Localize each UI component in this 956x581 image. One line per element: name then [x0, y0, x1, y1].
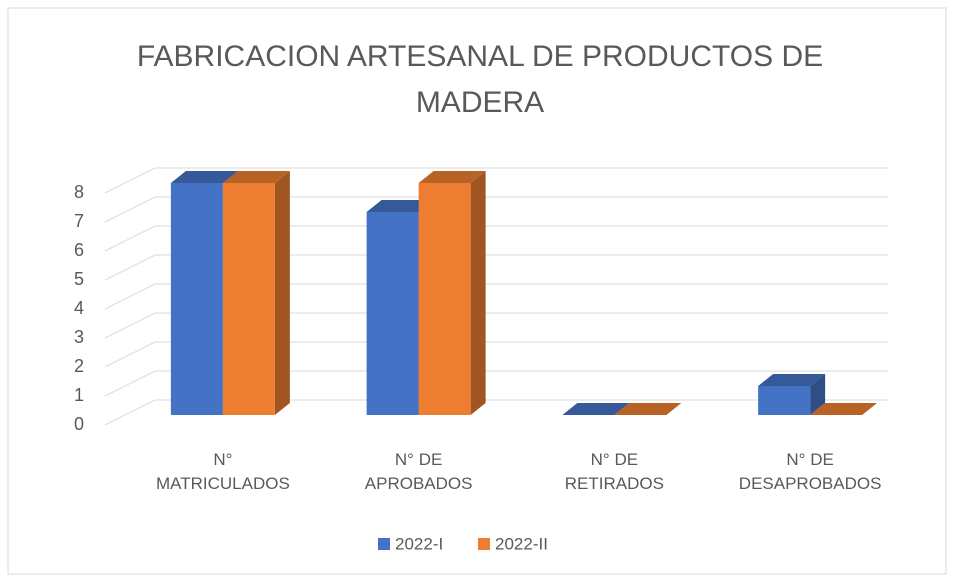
bar-top: [810, 403, 878, 415]
y-tick-label: 3: [74, 327, 84, 347]
y-tick-label: 4: [74, 298, 84, 318]
grid-line: [104, 399, 888, 426]
grid-line: [104, 341, 888, 368]
bar-side: [470, 171, 486, 415]
y-tick-label: 7: [74, 211, 84, 231]
x-tick-label: N° DE DESAPROBADOS: [738, 450, 882, 493]
bar-top: [614, 403, 682, 415]
y-tick-label: 5: [74, 269, 84, 289]
grid-line: [104, 254, 888, 281]
grid-line: [104, 283, 888, 310]
legend-label: 2022-I: [395, 534, 443, 553]
y-tick-label: 1: [74, 385, 84, 405]
bar: [614, 403, 682, 415]
bar: [810, 403, 878, 415]
grid-line: [104, 167, 888, 194]
bar-top: [170, 171, 238, 183]
bar: [418, 171, 486, 415]
grid-line: [104, 312, 888, 339]
bar-top: [758, 374, 826, 386]
y-tick-label: 2: [74, 356, 84, 376]
grid-line: [104, 225, 888, 252]
x-tick-label: N° MATRICULADOS: [155, 450, 290, 493]
bar-side: [810, 374, 826, 415]
bar-top: [562, 403, 630, 415]
y-tick-label: 0: [74, 414, 84, 434]
bar-front: [222, 183, 275, 415]
bar-front: [418, 183, 471, 415]
y-tick-label: 6: [74, 240, 84, 260]
y-tick-label: 8: [74, 182, 84, 202]
bar: [222, 171, 290, 415]
bar-top: [418, 171, 486, 183]
legend-label: 2022-II: [495, 534, 548, 553]
x-tick-label: N° DE APROBADOS: [364, 450, 473, 493]
legend-swatch: [478, 538, 490, 550]
grid-line: [104, 196, 888, 223]
bar: [758, 374, 826, 415]
grid-line: [104, 370, 888, 397]
x-tick-label: N° DE RETIRADOS: [564, 450, 664, 493]
legend-swatch: [378, 538, 390, 550]
chart-border: [7, 7, 947, 575]
bar-front: [758, 386, 811, 415]
chart-title: FABRICACION ARTESANAL DE PRODUCTOS DE MA…: [136, 40, 824, 119]
bar-front: [170, 183, 223, 415]
bar-side: [274, 171, 290, 415]
bar-top: [366, 200, 434, 212]
bar: [562, 403, 630, 415]
bar-front: [366, 212, 419, 415]
bar-top: [222, 171, 290, 183]
